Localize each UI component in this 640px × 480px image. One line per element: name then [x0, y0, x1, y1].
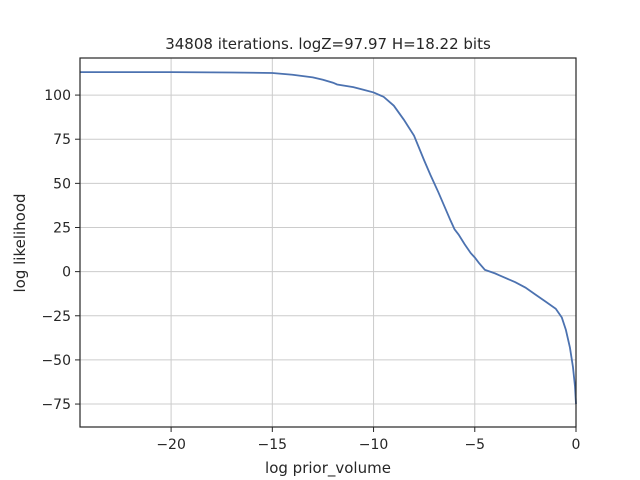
y-tick-label: 25: [53, 220, 71, 236]
chart-title: 34808 iterations. logZ=97.97 H=18.22 bit…: [165, 35, 491, 53]
grid-layer: [80, 58, 577, 427]
y-tick-label: −50: [41, 353, 71, 369]
x-axis-label: log prior_volume: [265, 459, 391, 478]
plot-frame: [79, 57, 577, 428]
x-tick-label: −20: [156, 437, 186, 453]
y-tick-label: −25: [41, 309, 71, 325]
x-tick-label: −5: [464, 437, 485, 453]
y-tick-label: 75: [53, 132, 71, 148]
y-tick-label: −75: [41, 397, 71, 413]
x-tick-label: −10: [359, 437, 389, 453]
y-axis-label: log likelihood: [11, 193, 29, 292]
y-tick-label: 50: [53, 176, 71, 192]
y-tick-label: 0: [62, 265, 71, 281]
series-layer: [80, 71, 577, 405]
series-line: [80, 71, 577, 405]
x-tick-label: 0: [572, 437, 581, 453]
x-tick-label: −15: [258, 437, 288, 453]
y-tick-label: 100: [44, 88, 71, 104]
